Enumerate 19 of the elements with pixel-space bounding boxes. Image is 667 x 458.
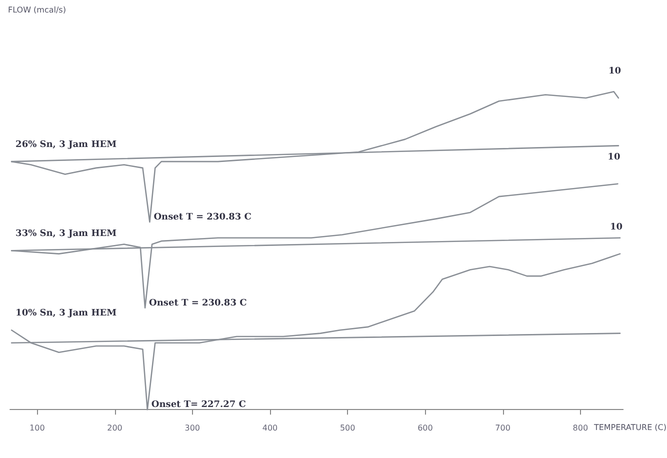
annotation: Onset T = 230.83 C bbox=[154, 212, 252, 222]
x-tick-label: 200 bbox=[107, 424, 122, 432]
series-label: 33% Sn, 3 Jam HEM bbox=[16, 229, 117, 240]
series-label: 26% Sn, 3 Jam HEM bbox=[16, 140, 117, 150]
x-tick-label: 700 bbox=[495, 424, 510, 432]
annotation: Onset T = 230.83 C bbox=[149, 298, 247, 308]
text: 10 bbox=[608, 66, 621, 76]
annotation: 10 bbox=[608, 152, 620, 162]
annotation: Onset T= 227.27 C bbox=[151, 400, 246, 410]
annotation: 10 bbox=[610, 222, 623, 232]
x-tick-label: 100 bbox=[30, 424, 45, 432]
x-tick-label: 400 bbox=[262, 424, 278, 432]
x-tick-label: 800 bbox=[572, 424, 588, 432]
x-tick-label: 300 bbox=[184, 424, 200, 432]
series-label: 10% Sn, 3 Jam HEM bbox=[16, 308, 117, 319]
x-tick-label: 500 bbox=[340, 424, 356, 432]
x-tick-label: 600 bbox=[418, 424, 433, 432]
x-axis-title: TEMPERATURE (C) bbox=[592, 423, 667, 432]
text: FLOW (mcal/s) bbox=[8, 6, 66, 14]
